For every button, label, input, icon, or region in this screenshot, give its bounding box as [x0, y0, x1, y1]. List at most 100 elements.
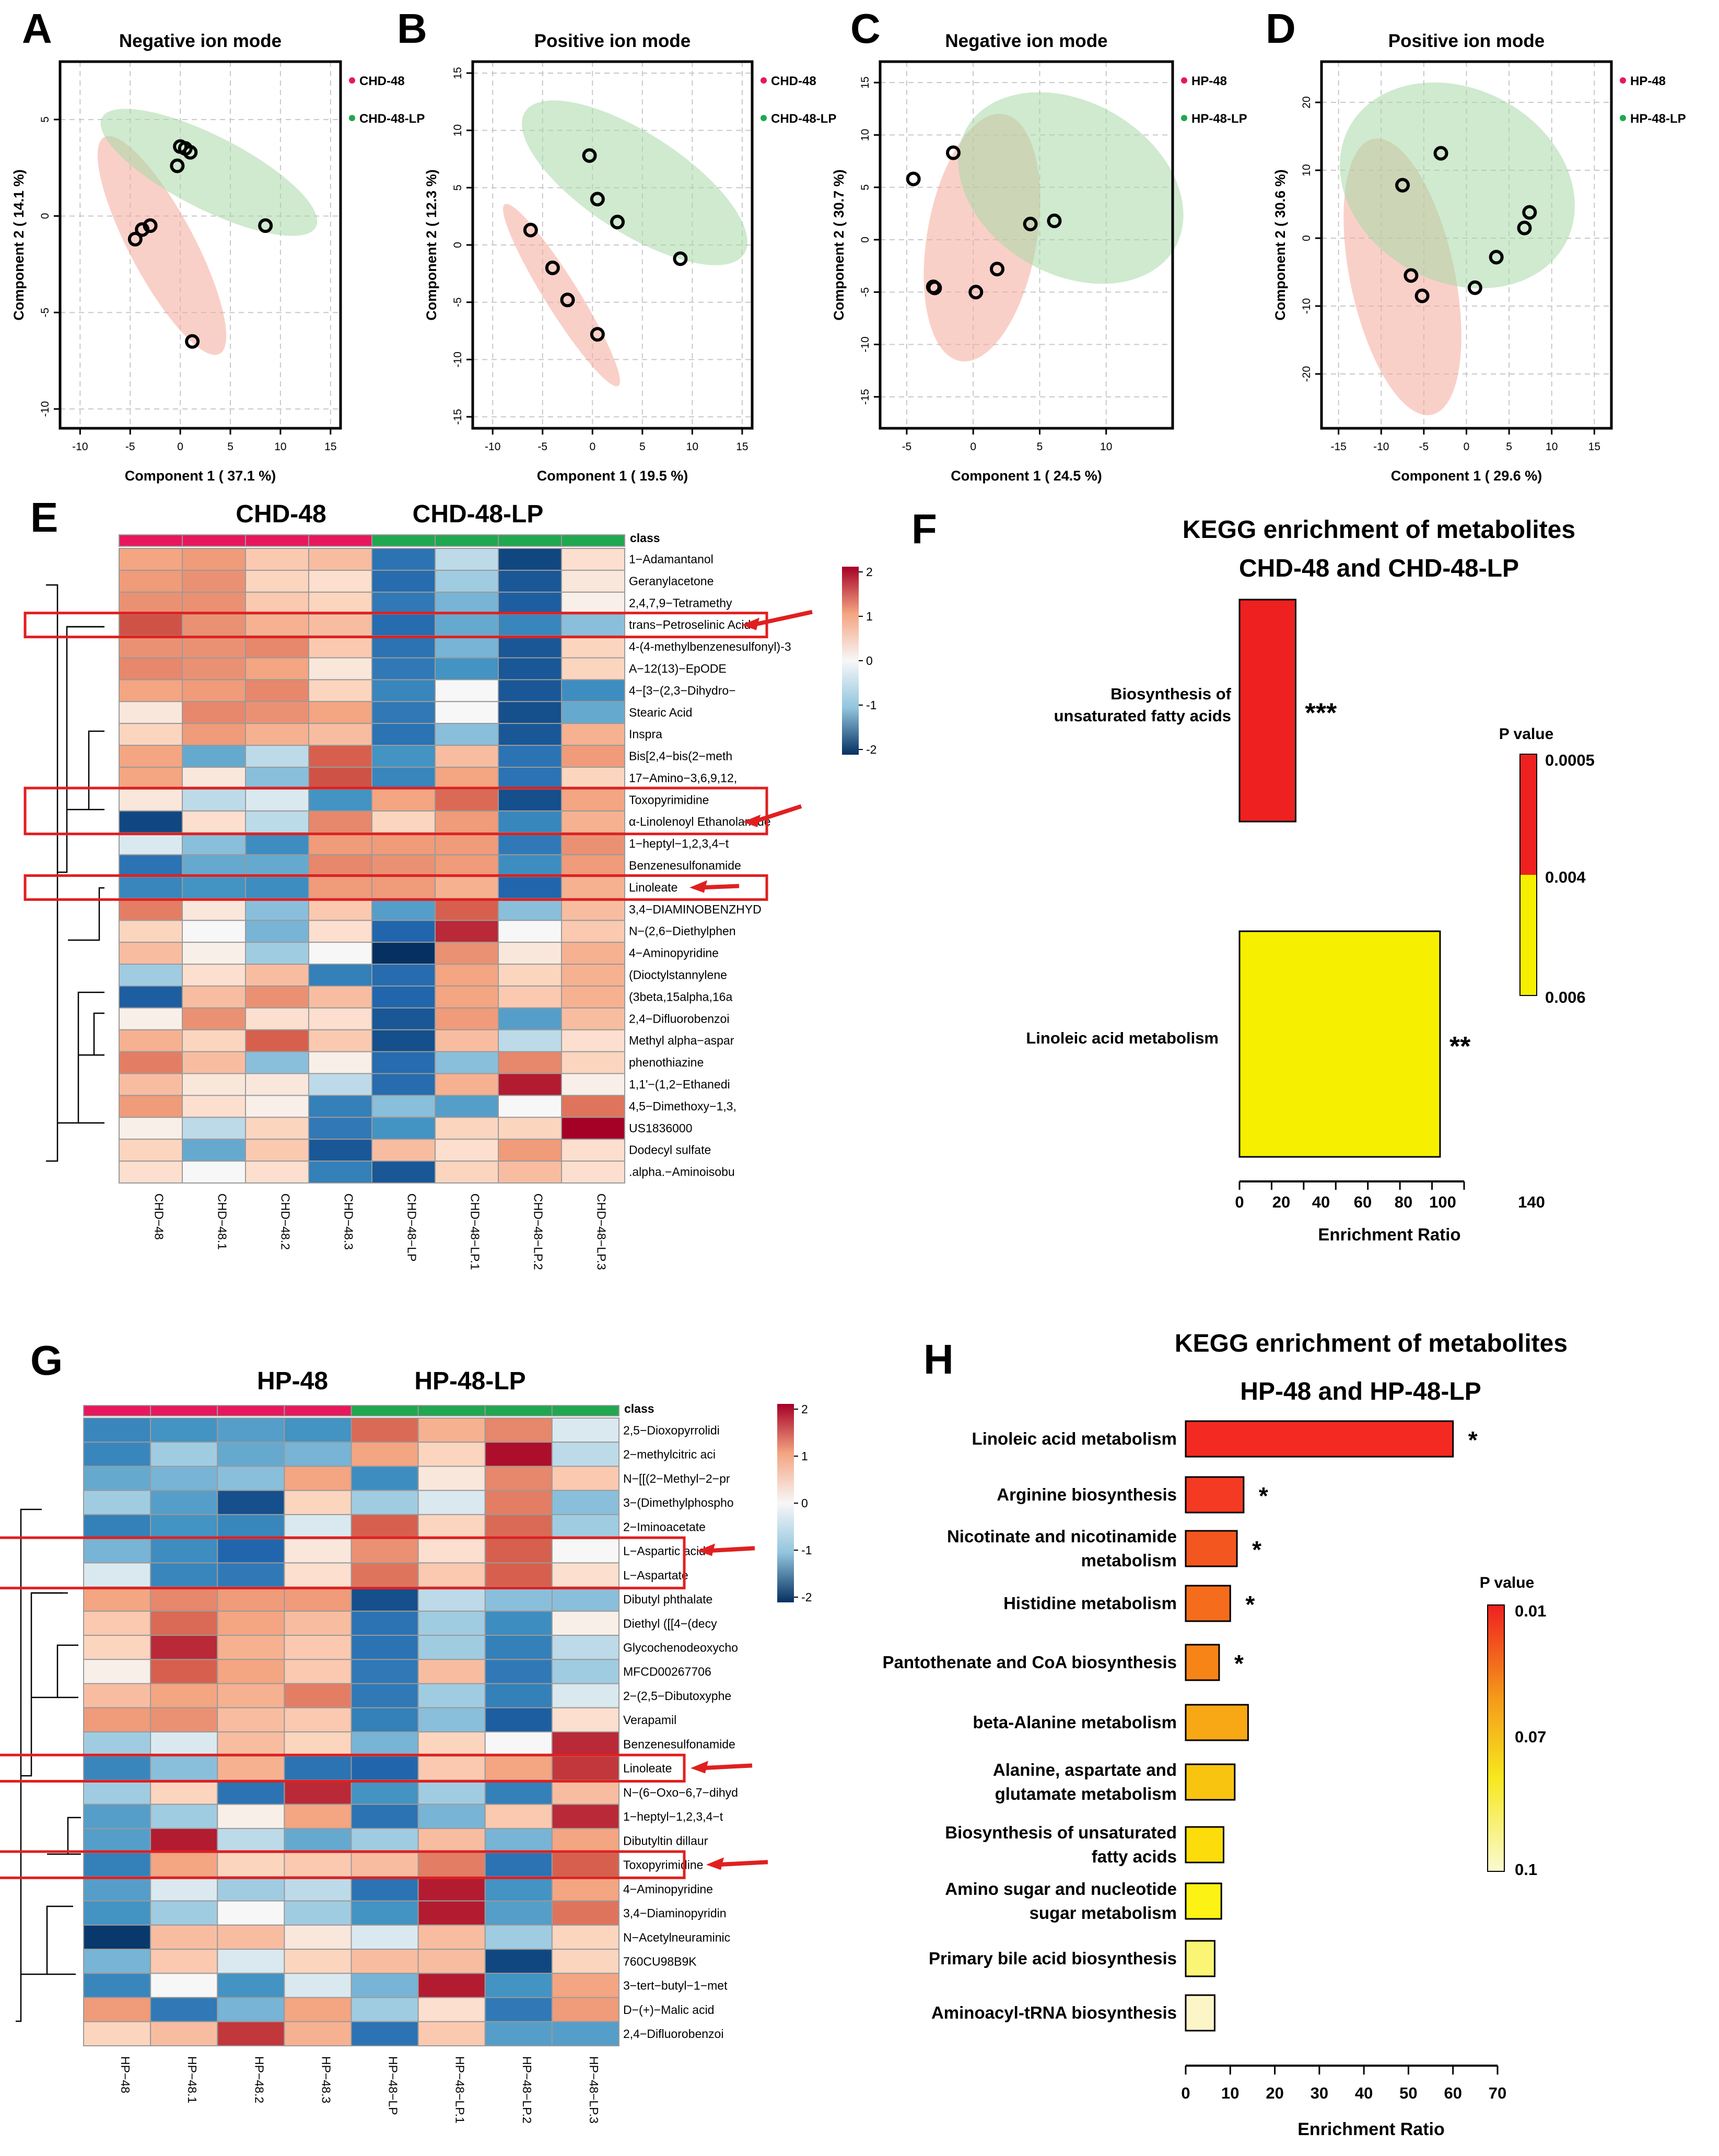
class-label: class [624, 1402, 654, 1415]
significance-marker: * [1234, 1650, 1244, 1677]
row-label: A−12(13)−EpODE [629, 662, 727, 675]
data-point [946, 145, 961, 160]
heatmap-cell [417, 1417, 486, 1443]
heatmap-cell [150, 1755, 218, 1781]
heatmap-cell [284, 1876, 352, 1902]
heatmap-cell [561, 920, 625, 943]
heatmap-cell [484, 1997, 553, 2022]
y-tick-label: -5 [859, 287, 871, 297]
heatmap-cell [182, 985, 246, 1009]
colorbar-tick-label: 2 [866, 565, 873, 579]
legend-title: P value [1499, 725, 1554, 743]
heatmap-cell [561, 548, 625, 571]
heatmap-cell [308, 613, 372, 637]
significance-marker: *** [1305, 698, 1337, 729]
pointer-arrow [716, 1860, 768, 1867]
legend-label: HP-48-LP [1191, 112, 1247, 126]
heatmap-cell [308, 1007, 372, 1030]
heatmap-cell [551, 1707, 619, 1733]
data-point [545, 260, 560, 275]
heatmap-cell [245, 635, 309, 659]
x-tick-label: 40 [1312, 1193, 1330, 1211]
column-label: HP−48−LP.2 [520, 2056, 534, 2124]
row-label: Bis[2,4−bis(2−meth [629, 749, 732, 763]
y-tick-label: 10 [452, 124, 464, 136]
heatmap-cell [371, 920, 436, 943]
heatmap-cell [417, 1827, 486, 1854]
heatmap-cell [371, 964, 436, 987]
category-label: beta-Alanine metabolism [973, 1713, 1177, 1732]
row-label: Toxopyrimidine [629, 793, 709, 806]
heatmap-cell [150, 1610, 218, 1636]
heatmap-cell [350, 1924, 419, 1950]
heatmap-panel-e: class 1−Adamantanol Geranylacetone 2,4,7,9−… [24, 500, 876, 1270]
heatmap-cell [551, 1417, 619, 1443]
heatmap-cell [182, 898, 246, 921]
heatmap-cell [83, 1514, 151, 1540]
colorbar-tick-label: 2 [801, 1402, 808, 1416]
heatmap-cell [83, 1876, 151, 1902]
heatmap-cell [417, 1755, 486, 1781]
heatmap-cell [498, 635, 562, 659]
legend-tick-label: 0.0005 [1545, 751, 1595, 769]
heatmap-cell [561, 1007, 625, 1030]
heatmap-cell [498, 942, 562, 965]
heatmap-cell [182, 745, 246, 768]
heatmap-cell [417, 1538, 486, 1564]
heatmap-cell [484, 2021, 553, 2047]
heatmap-cell [484, 1514, 553, 1540]
x-tick-label: 20 [1272, 1193, 1290, 1211]
heatmap-cell [245, 657, 309, 681]
heatmap-cell [245, 723, 309, 746]
heatmap-cell [182, 1051, 246, 1074]
heatmap-cell [182, 964, 246, 987]
heatmap-cell [308, 679, 372, 702]
heatmap-cell [150, 1827, 218, 1854]
y-tick-label: 10 [859, 129, 871, 141]
x-tick-label: 0 [589, 441, 595, 453]
heatmap-cell [308, 548, 372, 571]
row-label: 4−Aminopyridine [629, 946, 719, 960]
row-label: Verapamil [623, 1713, 676, 1727]
column-label: CHD−48−LP.2 [532, 1193, 545, 1270]
heatmap-cell [217, 1442, 285, 1467]
enrichment-bar [1185, 1763, 1236, 1801]
column-label: CHD−48.1 [216, 1193, 229, 1250]
y-tick-label: 0 [39, 213, 51, 219]
heatmap-cell [435, 1117, 499, 1140]
heatmap-cell [150, 1707, 218, 1733]
plot-frame [59, 60, 342, 430]
class-cell [245, 534, 309, 547]
data-point [1404, 268, 1419, 283]
legend-tick-label: 0.07 [1515, 1728, 1546, 1746]
p-value-gradient [1487, 1604, 1505, 1872]
legend-label: HP-48 [1191, 74, 1227, 88]
row-label: Dodecyl sulfate [629, 1143, 711, 1157]
heatmap-cell [284, 1538, 352, 1564]
heatmap-cell [182, 766, 246, 790]
y-tick-label: -15 [859, 389, 871, 405]
x-tick-label: 10 [1100, 441, 1112, 453]
heatmap-cell [245, 591, 309, 615]
column-label: HP−48−LP.1 [453, 2056, 467, 2124]
heatmap-cell [435, 766, 499, 790]
data-point [610, 215, 625, 230]
enrichment-bar [1185, 1585, 1231, 1622]
column-label: CHD−48.2 [279, 1193, 293, 1250]
heatmap-cell [371, 548, 436, 571]
heatmap-cell [119, 745, 183, 768]
enrichment-bar [1185, 1994, 1215, 2032]
row-label: 2,4−Difluorobenzoi [629, 1012, 729, 1025]
heatmap-cell [217, 2021, 285, 2047]
data-point [990, 262, 1004, 277]
enrichment-bar [1238, 599, 1296, 823]
dendrogram-branch [46, 584, 59, 1162]
heatmap-cell [150, 1442, 218, 1467]
row-label: 2−(2,5−Dibutoxyphe [623, 1689, 731, 1703]
heatmap-cell [150, 1490, 218, 1515]
heatmap-cell [371, 942, 436, 965]
heatmap-cell [551, 1659, 619, 1684]
data-point [523, 222, 538, 238]
heatmap-cell [308, 1117, 372, 1140]
heatmap-cell [245, 985, 309, 1009]
